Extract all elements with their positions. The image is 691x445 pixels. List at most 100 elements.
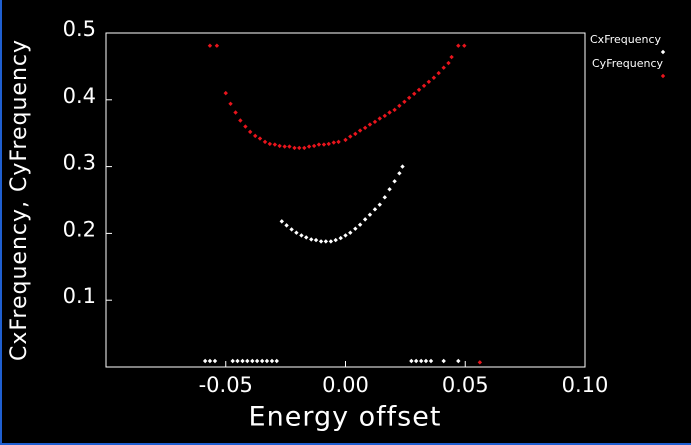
point xyxy=(353,131,358,137)
point xyxy=(289,227,294,232)
point xyxy=(397,171,402,176)
point xyxy=(253,133,258,139)
point xyxy=(316,142,322,147)
point xyxy=(262,139,268,145)
point xyxy=(336,139,341,145)
point xyxy=(233,110,238,115)
point xyxy=(449,54,454,60)
point xyxy=(326,141,331,147)
point xyxy=(313,237,319,243)
legend-marker xyxy=(660,73,666,79)
point xyxy=(318,239,324,244)
point xyxy=(423,358,429,364)
point xyxy=(306,144,312,149)
point xyxy=(272,142,278,147)
point xyxy=(230,358,235,364)
point xyxy=(338,235,343,241)
point xyxy=(240,358,245,364)
x-axis-title: Energy offset xyxy=(249,402,442,433)
point xyxy=(387,110,392,115)
point xyxy=(228,101,233,107)
point xyxy=(412,91,417,96)
point xyxy=(426,79,432,84)
point xyxy=(372,119,378,125)
y-tick-label: 0.2 xyxy=(63,217,96,241)
x-tick-label: 0.00 xyxy=(322,373,369,397)
point xyxy=(304,235,309,240)
point xyxy=(436,70,441,76)
point xyxy=(377,116,382,121)
point xyxy=(257,136,263,141)
point xyxy=(247,129,253,135)
point xyxy=(284,223,289,228)
point xyxy=(343,137,348,143)
point xyxy=(250,358,255,364)
y-tick-label: 0.4 xyxy=(63,84,96,108)
point xyxy=(348,134,353,139)
point xyxy=(400,164,405,169)
point xyxy=(323,239,329,244)
point xyxy=(282,144,287,149)
point xyxy=(456,358,461,364)
point xyxy=(207,43,213,48)
point xyxy=(357,128,363,133)
point xyxy=(287,144,292,149)
point xyxy=(274,358,279,364)
point xyxy=(421,83,427,88)
point xyxy=(367,212,373,217)
point xyxy=(214,43,220,48)
point xyxy=(207,358,213,364)
legend-marker xyxy=(660,49,666,55)
point xyxy=(348,230,353,235)
point xyxy=(431,75,437,80)
legend-label: CyFrequency xyxy=(592,57,664,70)
y-tick-label: 0.3 xyxy=(63,151,96,175)
point xyxy=(269,358,275,364)
point xyxy=(387,187,392,192)
point xyxy=(331,140,336,145)
point xyxy=(357,222,363,227)
y-tick-label: 0.1 xyxy=(63,284,96,308)
point xyxy=(372,207,378,212)
point xyxy=(343,233,348,238)
point xyxy=(243,124,248,129)
point xyxy=(333,237,338,243)
point xyxy=(328,239,334,244)
point xyxy=(267,141,273,147)
point xyxy=(294,230,299,235)
point xyxy=(397,103,402,109)
point xyxy=(392,107,397,113)
point xyxy=(353,226,358,231)
x-tick-label: 0.05 xyxy=(442,373,489,397)
point xyxy=(462,43,467,48)
x-tick-label: 0.10 xyxy=(562,373,609,397)
y-tick-label: 0.5 xyxy=(63,17,96,41)
point xyxy=(245,358,250,364)
point xyxy=(418,358,424,364)
point xyxy=(428,358,434,364)
point xyxy=(254,358,260,364)
legend-label: CxFrequency xyxy=(590,33,662,46)
point xyxy=(277,143,282,149)
point xyxy=(223,90,228,96)
point xyxy=(382,195,387,200)
point xyxy=(377,202,382,207)
point xyxy=(235,358,240,364)
point xyxy=(477,360,483,365)
point xyxy=(311,143,317,149)
point xyxy=(297,145,302,151)
point xyxy=(299,233,304,238)
point xyxy=(382,113,387,119)
point xyxy=(441,358,446,364)
point xyxy=(279,219,284,224)
point xyxy=(362,217,368,222)
point xyxy=(292,145,297,151)
point xyxy=(402,99,407,105)
point xyxy=(367,122,373,127)
point xyxy=(409,358,414,364)
point xyxy=(202,358,208,364)
point xyxy=(392,179,397,184)
